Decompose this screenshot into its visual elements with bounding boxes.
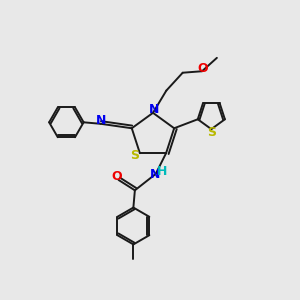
Text: S: S bbox=[130, 149, 139, 162]
Text: N: N bbox=[150, 168, 160, 181]
Text: S: S bbox=[207, 126, 216, 139]
Text: N: N bbox=[149, 103, 160, 116]
Text: H: H bbox=[157, 165, 167, 178]
Text: O: O bbox=[197, 62, 208, 75]
Text: O: O bbox=[112, 170, 122, 184]
Text: N: N bbox=[95, 114, 106, 127]
